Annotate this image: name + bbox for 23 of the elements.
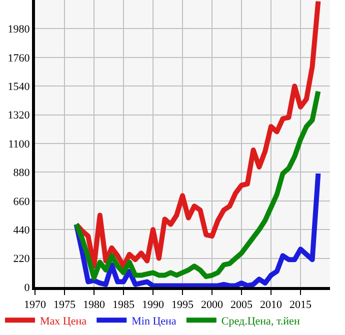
x-tick-label: 2015 [290, 299, 312, 312]
y-tick-label: 1540 [8, 80, 30, 93]
y-tick-label: 0 [24, 282, 30, 294]
y-tick-label: 880 [13, 167, 30, 180]
x-tick-label: 2005 [230, 299, 253, 312]
x-tick-label: 1970 [24, 299, 46, 312]
x-tick-label: 2000 [201, 299, 224, 312]
legend-label: Max Цена [40, 315, 87, 328]
y-tick-label: 1980 [8, 24, 30, 36]
legend-label: Сред.Цена, т.йен [221, 315, 300, 328]
y-tick-label: 220 [13, 253, 30, 266]
y-tick-label: 1760 [8, 52, 30, 64]
x-tick-label: 1990 [142, 299, 164, 312]
y-tick-label: 1100 [8, 138, 30, 150]
y-tick-label: 660 [13, 196, 30, 208]
legend-label: Min Цена [132, 315, 176, 328]
y-tick-label: 1320 [8, 110, 30, 122]
x-tick-label: 1980 [83, 299, 106, 312]
x-tick-label: 1975 [54, 299, 76, 312]
x-tick-label: 1995 [172, 299, 194, 312]
x-tick-label: 1985 [112, 299, 135, 312]
x-tick-label: 2010 [260, 299, 282, 312]
y-tick-label: 440 [13, 224, 30, 236]
